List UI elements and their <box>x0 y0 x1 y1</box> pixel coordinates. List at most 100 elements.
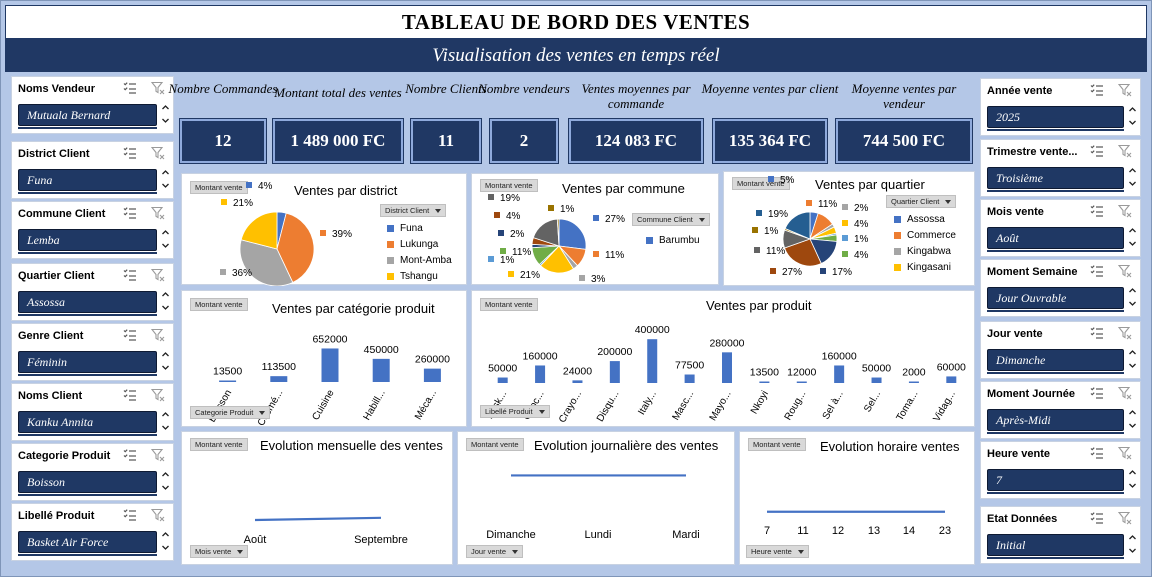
slicer-scrollbar[interactable] <box>161 349 170 373</box>
clear-filter-icon[interactable] <box>1118 511 1132 525</box>
clear-filter-icon[interactable] <box>1118 386 1132 400</box>
slicer-scrollbar[interactable] <box>1128 347 1137 371</box>
slicer-scrollbar[interactable] <box>161 102 170 126</box>
slicer-scrollbar[interactable] <box>161 289 170 313</box>
categorie-filter-button[interactable]: Categorie Produit <box>190 406 271 419</box>
clear-filter-icon[interactable] <box>1118 264 1132 278</box>
multi-select-icon[interactable] <box>1090 386 1104 400</box>
legend-entry: Tshangu <box>387 268 452 284</box>
slicer-toolbar <box>123 268 165 282</box>
multi-select-icon[interactable] <box>123 388 137 402</box>
slicer-item-selected[interactable]: Assossa <box>18 291 157 313</box>
slicer-item-selected[interactable]: Lemba <box>18 229 157 251</box>
multi-select-icon[interactable] <box>1090 83 1104 97</box>
district-filter-button[interactable]: District Client <box>380 204 447 217</box>
clear-filter-icon[interactable] <box>151 388 165 402</box>
slicer-scrollbar[interactable] <box>1128 104 1137 128</box>
slicer-scrollbar[interactable] <box>1128 165 1137 189</box>
slicer-scrollbar[interactable] <box>1128 407 1137 431</box>
data-label-swatch <box>842 220 848 226</box>
slicer-scrollbar[interactable] <box>161 409 170 433</box>
multi-select-icon[interactable] <box>1090 511 1104 525</box>
chart-title: Ventes par district <box>294 183 398 198</box>
slicer-item-selected[interactable]: Jour Ouvrable <box>987 287 1124 309</box>
slicer-item-selected[interactable]: 2025 <box>987 106 1124 128</box>
multi-select-icon[interactable] <box>1090 204 1104 218</box>
multi-select-icon[interactable] <box>123 448 137 462</box>
slicer-scrollbar[interactable] <box>161 227 170 251</box>
slicer-next-item-edge <box>987 129 1124 131</box>
clear-filter-icon[interactable] <box>1118 204 1132 218</box>
clear-filter-icon[interactable] <box>151 508 165 522</box>
slicer-scrollbar[interactable] <box>1128 532 1137 556</box>
multi-select-icon[interactable] <box>123 206 137 220</box>
clear-filter-icon[interactable] <box>151 81 165 95</box>
pie-slice <box>276 212 315 284</box>
legend-entry: Kingabwa <box>894 243 956 259</box>
jour-filter-button[interactable]: Jour vente <box>466 545 524 558</box>
value-field-button[interactable]: Montant vente <box>748 438 806 451</box>
commune-filter-button[interactable]: Commune Client <box>632 213 710 226</box>
slicer-item-selected[interactable]: Troisième <box>987 167 1124 189</box>
bar <box>946 376 957 383</box>
kpi-value-box: 135 364 FC <box>713 119 827 163</box>
slicer-item-selected[interactable]: Féminin <box>18 351 157 373</box>
bar-value-label: 60000 <box>937 361 966 373</box>
multi-select-icon[interactable] <box>1090 264 1104 278</box>
slicer-item-selected[interactable]: Mutuala Bernard <box>18 104 157 126</box>
slicer-item-selected[interactable]: Kanku Annita <box>18 411 157 433</box>
slicer-item-selected[interactable]: Funa <box>18 169 157 191</box>
slicer-scrollbar[interactable] <box>161 469 170 493</box>
clear-filter-icon[interactable] <box>151 206 165 220</box>
clear-filter-icon[interactable] <box>151 268 165 282</box>
quartier-legend: Assossa Commerce Kingabwa Kingasani <box>894 211 956 275</box>
slicer-item-selected[interactable]: Basket Air Force <box>18 531 157 553</box>
multi-select-icon[interactable] <box>1090 326 1104 340</box>
clear-filter-icon[interactable] <box>1118 446 1132 460</box>
clear-filter-icon[interactable] <box>1118 326 1132 340</box>
subtitle-bar: Visualisation des ventes en temps réel <box>5 39 1147 72</box>
clear-filter-icon[interactable] <box>151 328 165 342</box>
clear-filter-icon[interactable] <box>151 448 165 462</box>
heure-filter-button[interactable]: Heure vente <box>746 545 809 558</box>
value-field-button[interactable]: Montant vente <box>732 177 790 190</box>
slicer-scrollbar[interactable] <box>161 529 170 553</box>
clear-filter-icon[interactable] <box>1118 83 1132 97</box>
multi-select-icon[interactable] <box>123 81 137 95</box>
slicer-scrollbar[interactable] <box>1128 285 1137 309</box>
slicer-item-selected[interactable]: Août <box>987 227 1124 249</box>
slicer-item-selected[interactable]: 7 <box>987 469 1124 491</box>
mois-filter-button[interactable]: Mois vente <box>190 545 249 558</box>
multi-select-icon[interactable] <box>123 328 137 342</box>
slicer-left-7: Libellé Produit Basket Air Force <box>11 503 174 561</box>
category-tick-label: 7 <box>764 525 770 537</box>
data-label: 36% <box>232 268 252 279</box>
slicer-item-selected[interactable]: Dimanche <box>987 349 1124 371</box>
chart-card-quartier: Ventes par quartier Montant vente Quarti… <box>723 171 975 286</box>
multi-select-icon[interactable] <box>123 146 137 160</box>
slicer-item-selected[interactable]: Après-Midi <box>987 409 1124 431</box>
slicer-scrollbar[interactable] <box>161 167 170 191</box>
value-field-button[interactable]: Montant vente <box>480 298 538 311</box>
multi-select-icon[interactable] <box>123 508 137 522</box>
value-field-button[interactable]: Montant vente <box>466 438 524 451</box>
multi-select-icon[interactable] <box>1090 446 1104 460</box>
multi-select-icon[interactable] <box>1090 144 1104 158</box>
data-label-group: 27% <box>593 214 625 225</box>
value-field-button[interactable]: Montant vente <box>190 438 248 451</box>
multi-select-icon[interactable] <box>123 268 137 282</box>
mensuelle-line-chart: Août Septembre <box>244 516 408 546</box>
slicer-right-2: Mois vente Août <box>980 199 1141 257</box>
slicer-item-selected[interactable]: Boisson <box>18 471 157 493</box>
slicer-item-selected[interactable]: Initial <box>987 534 1124 556</box>
clear-filter-icon[interactable] <box>1118 144 1132 158</box>
slicer-scrollbar[interactable] <box>1128 467 1137 491</box>
category-tick-label: 13 <box>868 525 880 537</box>
bar <box>609 361 620 383</box>
slicer-scrollbar[interactable] <box>1128 225 1137 249</box>
value-field-button[interactable]: Montant vente <box>480 179 538 192</box>
quartier-filter-button[interactable]: Quartier Client <box>886 195 957 208</box>
produit-filter-button[interactable]: Libellé Produit <box>480 405 550 418</box>
clear-filter-icon[interactable] <box>151 146 165 160</box>
value-field-button[interactable]: Montant vente <box>190 298 248 311</box>
